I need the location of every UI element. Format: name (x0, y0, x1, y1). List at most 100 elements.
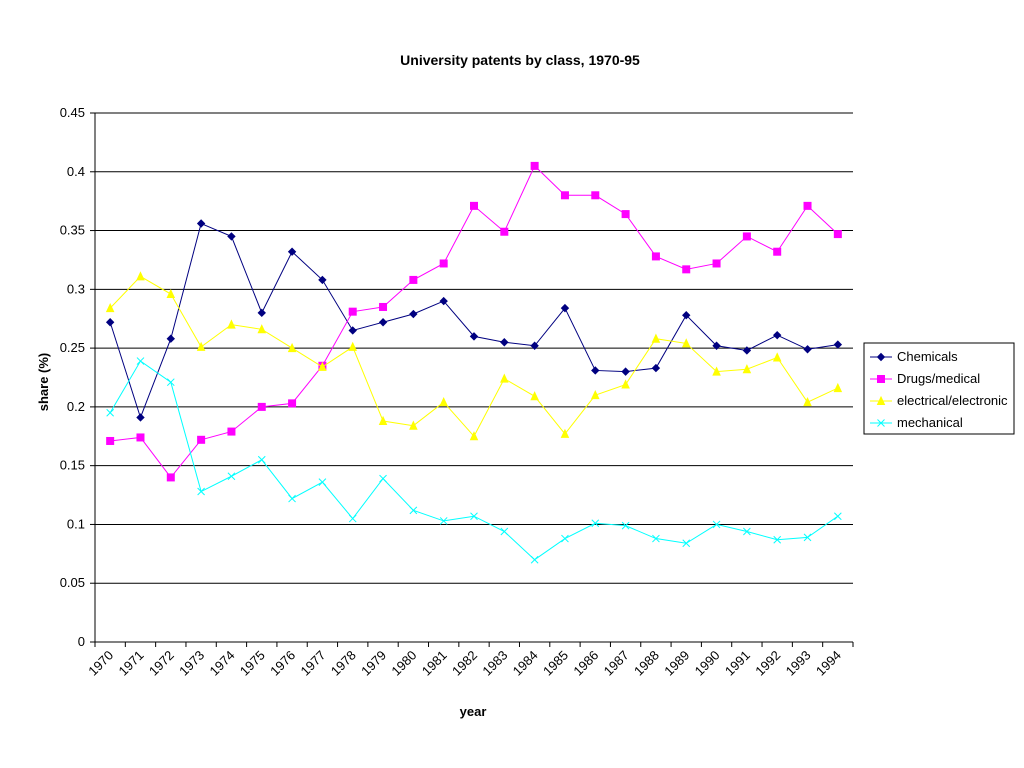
data-point (712, 366, 721, 376)
data-point (833, 230, 842, 239)
data-point (590, 389, 600, 400)
data-point (318, 275, 327, 285)
data-point (681, 338, 691, 348)
gridlines (95, 112, 853, 584)
data-point (742, 232, 751, 241)
x-tick-label: 1983 (479, 648, 510, 679)
data-point (651, 333, 661, 343)
y-tick-label: 0.05 (60, 575, 85, 590)
y-tick-labels: 0 0.05 0.1 0.15 0.2 0.25 0.3 0.35 0.4 0.45 (60, 105, 85, 649)
data-point (530, 391, 539, 401)
data-point (560, 428, 570, 438)
data-point (257, 455, 266, 464)
data-point (682, 310, 691, 320)
data-point (772, 352, 782, 362)
x-tick-label: 1980 (388, 648, 419, 679)
data-point (651, 363, 661, 373)
data-point (166, 473, 175, 482)
data-point (621, 210, 630, 219)
series-0 (105, 219, 843, 422)
data-point (105, 302, 115, 313)
legend-swatch-marker (876, 352, 886, 362)
data-point (470, 512, 478, 521)
data-point (742, 346, 752, 355)
x-tick-label: 1987 (601, 648, 632, 679)
legend-entry: mechanical (870, 415, 963, 430)
data-point (560, 303, 570, 313)
data-point (469, 332, 479, 341)
series-2 (105, 271, 843, 441)
legend-swatch-marker (877, 419, 885, 427)
data-point (470, 201, 478, 210)
data-point (773, 247, 782, 256)
data-point (439, 397, 448, 407)
x-tick-label: 1993 (783, 648, 814, 679)
data-point (348, 307, 357, 316)
data-point (773, 535, 782, 544)
legend-label: Chemicals (897, 349, 958, 364)
data-point (621, 379, 630, 389)
x-tick-label: 1975 (237, 648, 268, 679)
x-tick-label: 1982 (449, 648, 480, 679)
data-point (136, 271, 145, 281)
data-point (348, 514, 357, 523)
legend-items: Chemicals Drugs/medical electrical/electro… (870, 349, 1008, 430)
legend-entry: Drugs/medical (870, 371, 980, 386)
data-point (196, 219, 206, 228)
data-point (652, 534, 660, 543)
data-point (742, 364, 752, 374)
series-line (109, 360, 839, 561)
data-point (621, 367, 630, 376)
x-tick-labels: 1970 1971 1972 1973 1974 1975 1976 1977 1978 1979… (85, 648, 844, 679)
data-point (379, 302, 388, 311)
legend-label: mechanical (897, 415, 963, 430)
data-point (318, 478, 327, 486)
x-tick-label: 1974 (207, 648, 238, 679)
data-point (106, 436, 115, 445)
data-point (591, 519, 600, 528)
data-point (287, 247, 297, 256)
data-point (803, 201, 812, 210)
y-tick-label: 0.25 (60, 340, 85, 355)
data-point (651, 252, 660, 261)
data-point (348, 341, 358, 351)
series-1 (106, 161, 842, 482)
data-point (682, 265, 691, 274)
data-point (682, 539, 691, 548)
data-point (378, 415, 388, 425)
data-point (197, 435, 206, 444)
data-point (530, 555, 539, 564)
data-point (500, 338, 509, 347)
data-point (257, 308, 266, 318)
data-point (561, 534, 569, 543)
data-point (318, 361, 327, 371)
data-point (621, 521, 630, 530)
data-point (197, 487, 205, 496)
data-point (136, 413, 145, 422)
series-line (109, 275, 839, 438)
x-tick-label: 1990 (692, 648, 723, 679)
data-point (439, 259, 448, 268)
y-tick-label: 0.15 (60, 458, 85, 473)
data-point (409, 275, 418, 284)
y-tick-label: 0 (78, 634, 85, 649)
data-point (772, 330, 782, 340)
data-point (378, 318, 388, 327)
data-point (409, 420, 418, 430)
series-3 (106, 357, 842, 564)
y-tick-label: 0.45 (60, 105, 85, 120)
x-tick-label: 1978 (328, 648, 359, 679)
x-tick-label: 1988 (631, 648, 662, 679)
legend-label: Drugs/medical (897, 371, 980, 386)
y-tick-label: 0.35 (60, 223, 85, 238)
data-point (500, 227, 509, 236)
data-point (257, 324, 267, 334)
x-tick-label: 1972 (146, 648, 177, 679)
data-point (288, 494, 296, 503)
x-tick-label: 1985 (540, 648, 571, 679)
data-point (227, 319, 236, 329)
x-axis-title: year (460, 704, 487, 719)
legend-label: electrical/electronic (897, 393, 1008, 408)
data-point (379, 474, 387, 483)
data-point (348, 326, 357, 335)
